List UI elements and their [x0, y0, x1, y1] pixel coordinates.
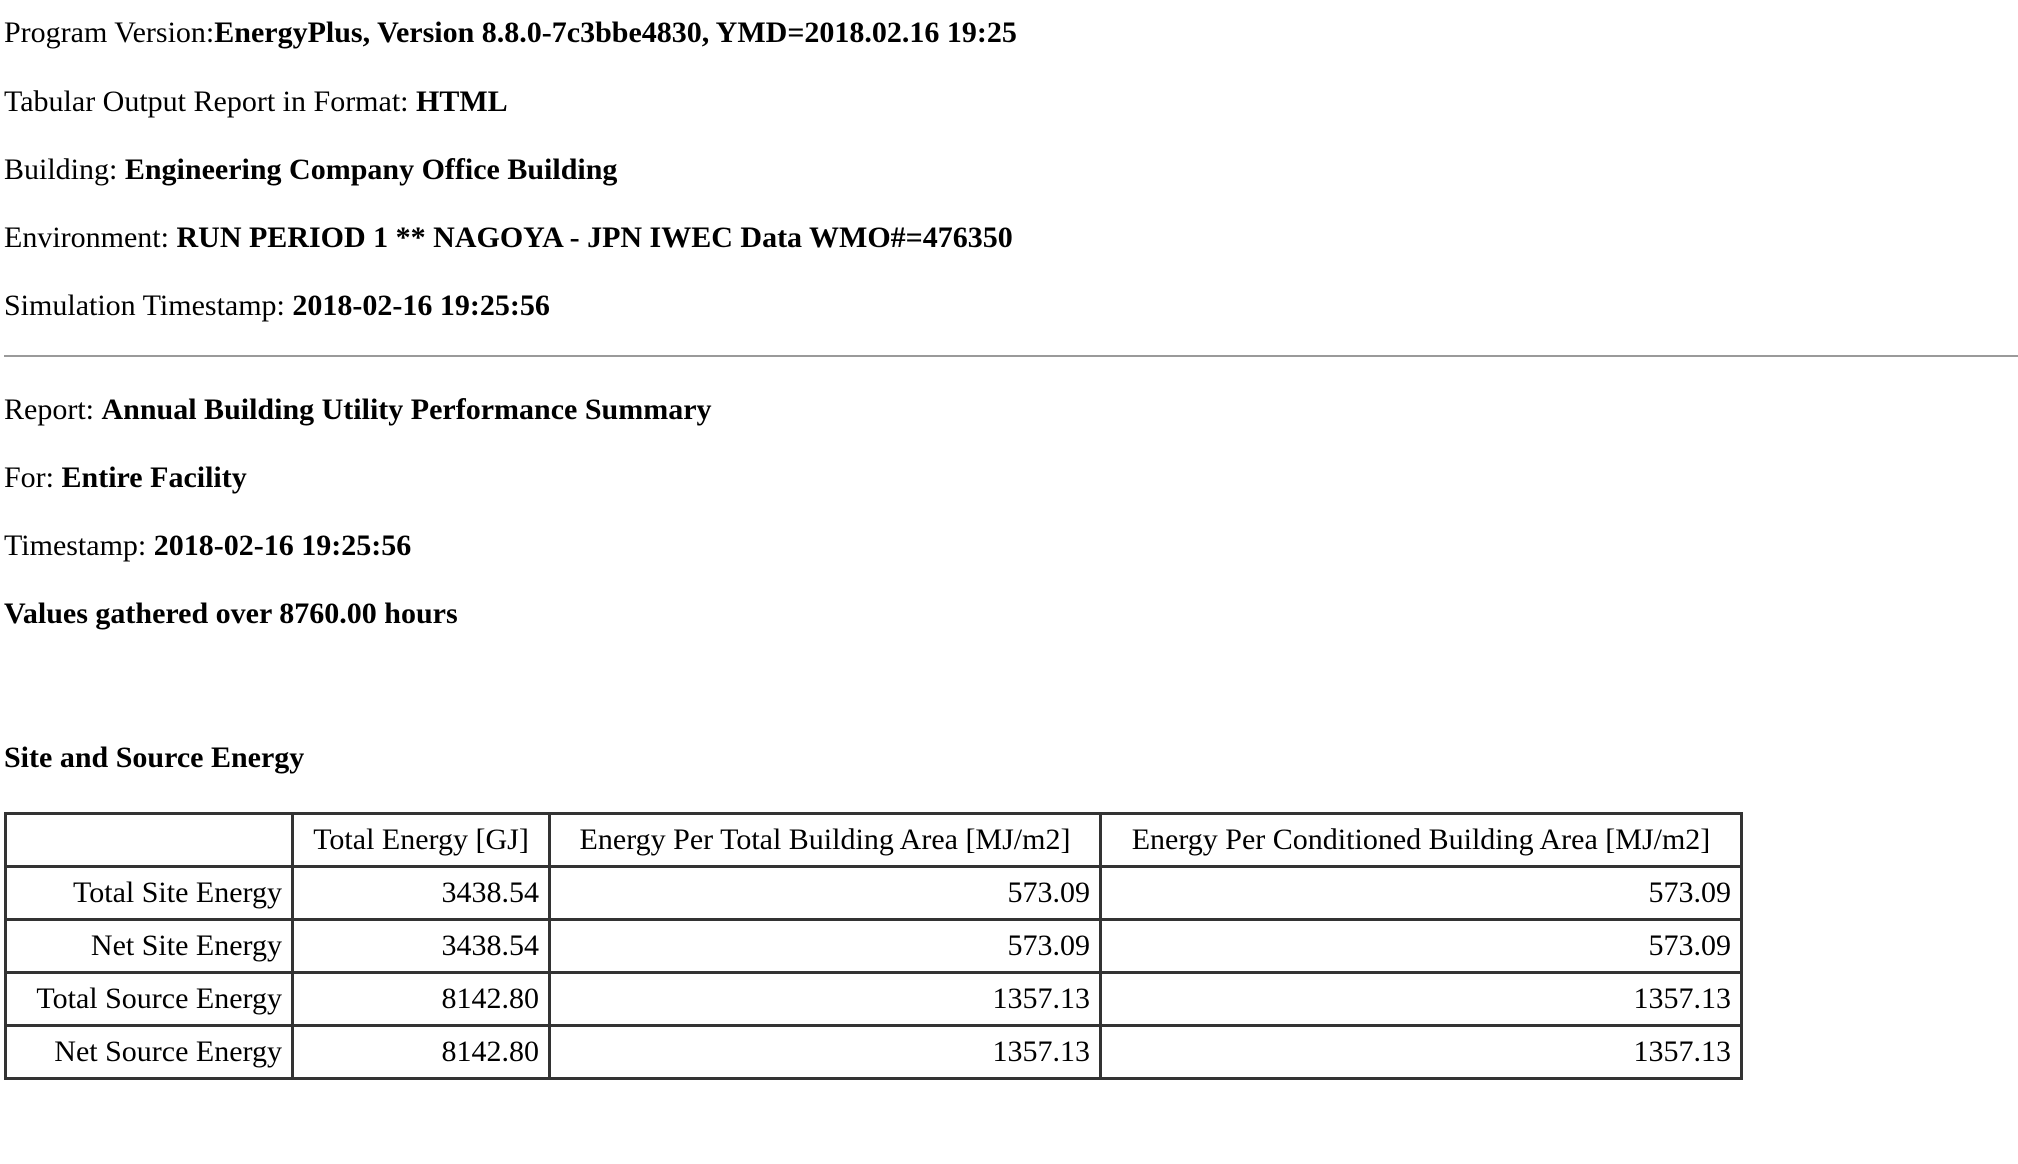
- format-line: Tabular Output Report in Format: HTML: [4, 87, 508, 117]
- report-line: Report: Annual Building Utility Performa…: [4, 395, 712, 425]
- for-label: For:: [4, 461, 62, 494]
- table-cell: 1357.13: [1099, 971, 1743, 1027]
- site-source-title: Site and Source Energy: [4, 741, 305, 774]
- table-header-row: Total Energy [GJ] Energy Per Total Build…: [4, 812, 1743, 868]
- table-cell: 1357.13: [1099, 1024, 1743, 1080]
- table-cell: 573.09: [548, 918, 1102, 974]
- program-version-value: EnergyPlus, Version 8.8.0-7c3bbe4830, YM…: [214, 16, 1017, 49]
- table-row: Total Source Energy 8142.80 1357.13 1357…: [4, 971, 1743, 1027]
- program-version-label: Program Version:: [4, 16, 215, 49]
- timestamp-label: Timestamp:: [4, 529, 154, 562]
- environment-line: Environment: RUN PERIOD 1 ** NAGOYA - JP…: [4, 223, 1013, 253]
- table-cell: 8142.80: [291, 1024, 551, 1080]
- building-value: Engineering Company Office Building: [124, 153, 618, 186]
- for-value: Entire Facility: [61, 461, 247, 494]
- table-cell: 1357.13: [548, 1024, 1102, 1080]
- row-label: Net Site Energy: [4, 918, 294, 974]
- table-cell: 3438.54: [291, 918, 551, 974]
- table-cell: 573.09: [1099, 918, 1743, 974]
- program-version-line: Program Version:EnergyPlus, Version 8.8.…: [4, 18, 1017, 48]
- row-label: Net Source Energy: [4, 1024, 294, 1080]
- building-line: Building: Engineering Company Office Bui…: [4, 155, 617, 185]
- table-cell: 8142.80: [291, 971, 551, 1027]
- table-cell: 573.09: [548, 865, 1102, 921]
- column-header-energy-per-conditioned-area: Energy Per Conditioned Building Area [MJ…: [1099, 812, 1743, 868]
- table-row: Net Site Energy 3438.54 573.09 573.09: [4, 918, 1743, 974]
- column-header-blank: [4, 812, 294, 868]
- column-header-energy-per-total-area: Energy Per Total Building Area [MJ/m2]: [548, 812, 1102, 868]
- simulation-timestamp-value: 2018-02-16 19:25:56: [292, 289, 550, 322]
- for-line: For: Entire Facility: [4, 463, 247, 493]
- values-gathered: Values gathered over 8760.00 hours: [4, 597, 458, 630]
- building-label: Building:: [4, 153, 125, 186]
- section-divider: [4, 355, 2018, 357]
- report-label: Report:: [4, 393, 102, 426]
- simulation-timestamp-label: Simulation Timestamp:: [4, 289, 293, 322]
- table-row: Net Source Energy 8142.80 1357.13 1357.1…: [4, 1024, 1743, 1080]
- table-cell: 573.09: [1099, 865, 1743, 921]
- site-source-table: Total Energy [GJ] Energy Per Total Build…: [4, 812, 1743, 1080]
- environment-label: Environment:: [4, 221, 177, 254]
- row-label: Total Source Energy: [4, 971, 294, 1027]
- timestamp-line: Timestamp: 2018-02-16 19:25:56: [4, 531, 411, 561]
- environment-value: RUN PERIOD 1 ** NAGOYA - JPN IWEC Data W…: [176, 221, 1013, 254]
- column-header-total-energy: Total Energy [GJ]: [291, 812, 551, 868]
- table-cell: 3438.54: [291, 865, 551, 921]
- format-label: Tabular Output Report in Format:: [4, 85, 417, 118]
- row-label: Total Site Energy: [4, 865, 294, 921]
- format-value: HTML: [416, 85, 508, 118]
- simulation-timestamp-line: Simulation Timestamp: 2018-02-16 19:25:5…: [4, 291, 550, 321]
- table-cell: 1357.13: [548, 971, 1102, 1027]
- report-value: Annual Building Utility Performance Summ…: [101, 393, 712, 426]
- timestamp-value: 2018-02-16 19:25:56: [153, 529, 412, 562]
- table-row: Total Site Energy 3438.54 573.09 573.09: [4, 865, 1743, 921]
